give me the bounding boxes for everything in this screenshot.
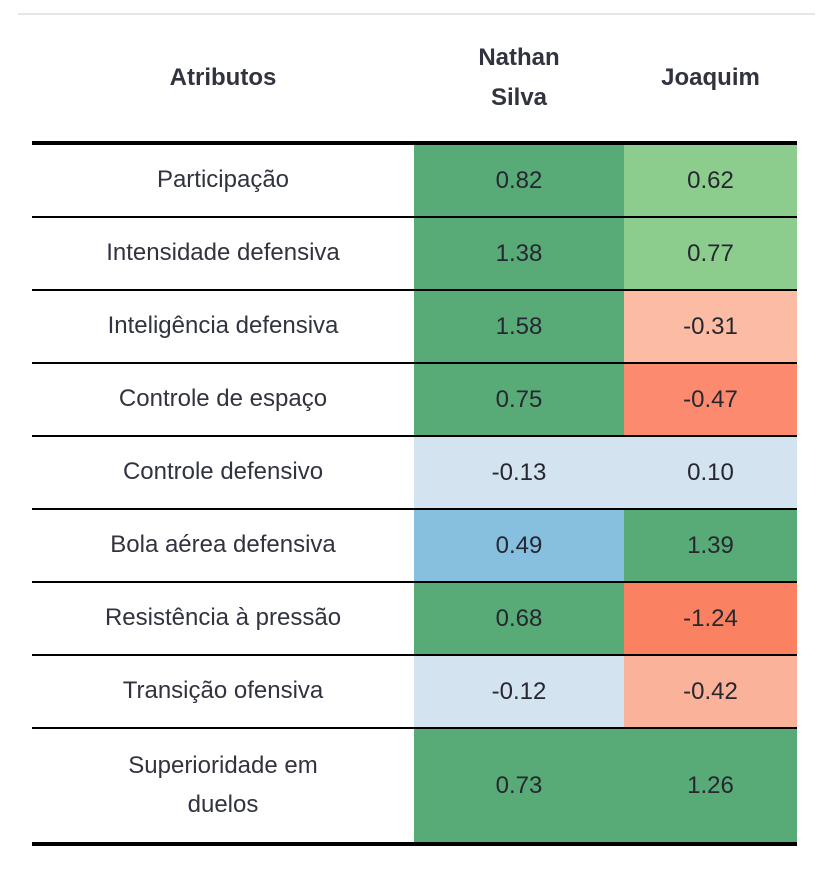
score-cell: 0.75: [414, 363, 624, 437]
table-row: Intensidade defensiva 1.38 0.77: [32, 217, 797, 291]
column-header-label: Joaquim: [661, 64, 760, 92]
score-cell: 0.77: [624, 217, 797, 291]
score-cell: 0.10: [624, 436, 797, 510]
column-header-joaquim: Joaquim: [624, 15, 797, 145]
attribute-name-cell: Intensidade defensiva: [32, 217, 414, 291]
table-row: Participação 0.82 0.62: [32, 143, 797, 218]
score-cell: 0.49: [414, 509, 624, 583]
attribute-name-cell: Controle defensivo: [32, 436, 414, 510]
score-cell: 1.38: [414, 217, 624, 291]
table-header: Atributos Nathan Silva Joaquim: [32, 15, 797, 145]
score-cell: 0.68: [414, 582, 624, 656]
table-row: Bola aérea defensiva 0.49 1.39: [32, 509, 797, 583]
attribute-label: Superioridade em duelos: [128, 752, 318, 818]
score-cell: 1.58: [414, 290, 624, 364]
score-cell: -0.13: [414, 436, 624, 510]
attribute-label: Participação: [156, 166, 290, 194]
table-row: Resistência à pressão 0.68 -1.24: [32, 582, 797, 656]
score-cell: 1.26: [624, 728, 797, 846]
score-cell: -0.47: [624, 363, 797, 437]
score-cell: 0.73: [414, 728, 624, 846]
score-cell: 0.82: [414, 143, 624, 218]
table-body: Participação 0.82 0.62 Intensidade defensiv…: [32, 143, 797, 846]
attribute-label: Bola aérea defensiva: [110, 531, 336, 559]
attribute-name-cell: Controle de espaço: [32, 363, 414, 437]
column-header-attributes: Atributos: [32, 15, 414, 145]
table-row: Inteligência defensiva 1.58 -0.31: [32, 290, 797, 364]
attribute-name-cell: Superioridade em duelos: [32, 728, 414, 846]
attribute-name-cell: Transição ofensiva: [32, 655, 414, 729]
attribute-label: Intensidade defensiva: [106, 239, 340, 267]
score-cell: -0.31: [624, 290, 797, 364]
attribute-label: Controle de espaço: [118, 385, 328, 413]
table-row: Superioridade em duelos 0.73 1.26: [32, 728, 797, 846]
attribute-name-cell: Bola aérea defensiva: [32, 509, 414, 583]
score-cell: -1.24: [624, 582, 797, 656]
table-row: Controle de espaço 0.75 -0.47: [32, 363, 797, 437]
attribute-label: Controle defensivo: [122, 458, 324, 486]
attribute-name-cell: Resistência à pressão: [32, 582, 414, 656]
score-cell: -0.12: [414, 655, 624, 729]
attribute-label: Inteligência defensiva: [107, 312, 339, 340]
table-row: Controle defensivo -0.13 0.10: [32, 436, 797, 510]
column-header-nathan-silva: Nathan Silva: [414, 15, 624, 145]
attribute-label: Resistência à pressão: [104, 604, 342, 632]
score-cell: 0.62: [624, 143, 797, 218]
attribute-comparison-table: Atributos Nathan Silva Joaquim Participa…: [32, 15, 797, 846]
score-cell: 1.39: [624, 509, 797, 583]
table-row: Transição ofensiva -0.12 -0.42: [32, 655, 797, 729]
column-header-label: Nathan Silva: [478, 44, 560, 111]
top-divider-rule: [18, 13, 815, 15]
score-cell: -0.42: [624, 655, 797, 729]
column-header-label: Atributos: [169, 64, 277, 92]
attribute-name-cell: Inteligência defensiva: [32, 290, 414, 364]
attribute-name-cell: Participação: [32, 143, 414, 218]
attribute-label: Transição ofensiva: [122, 677, 324, 705]
